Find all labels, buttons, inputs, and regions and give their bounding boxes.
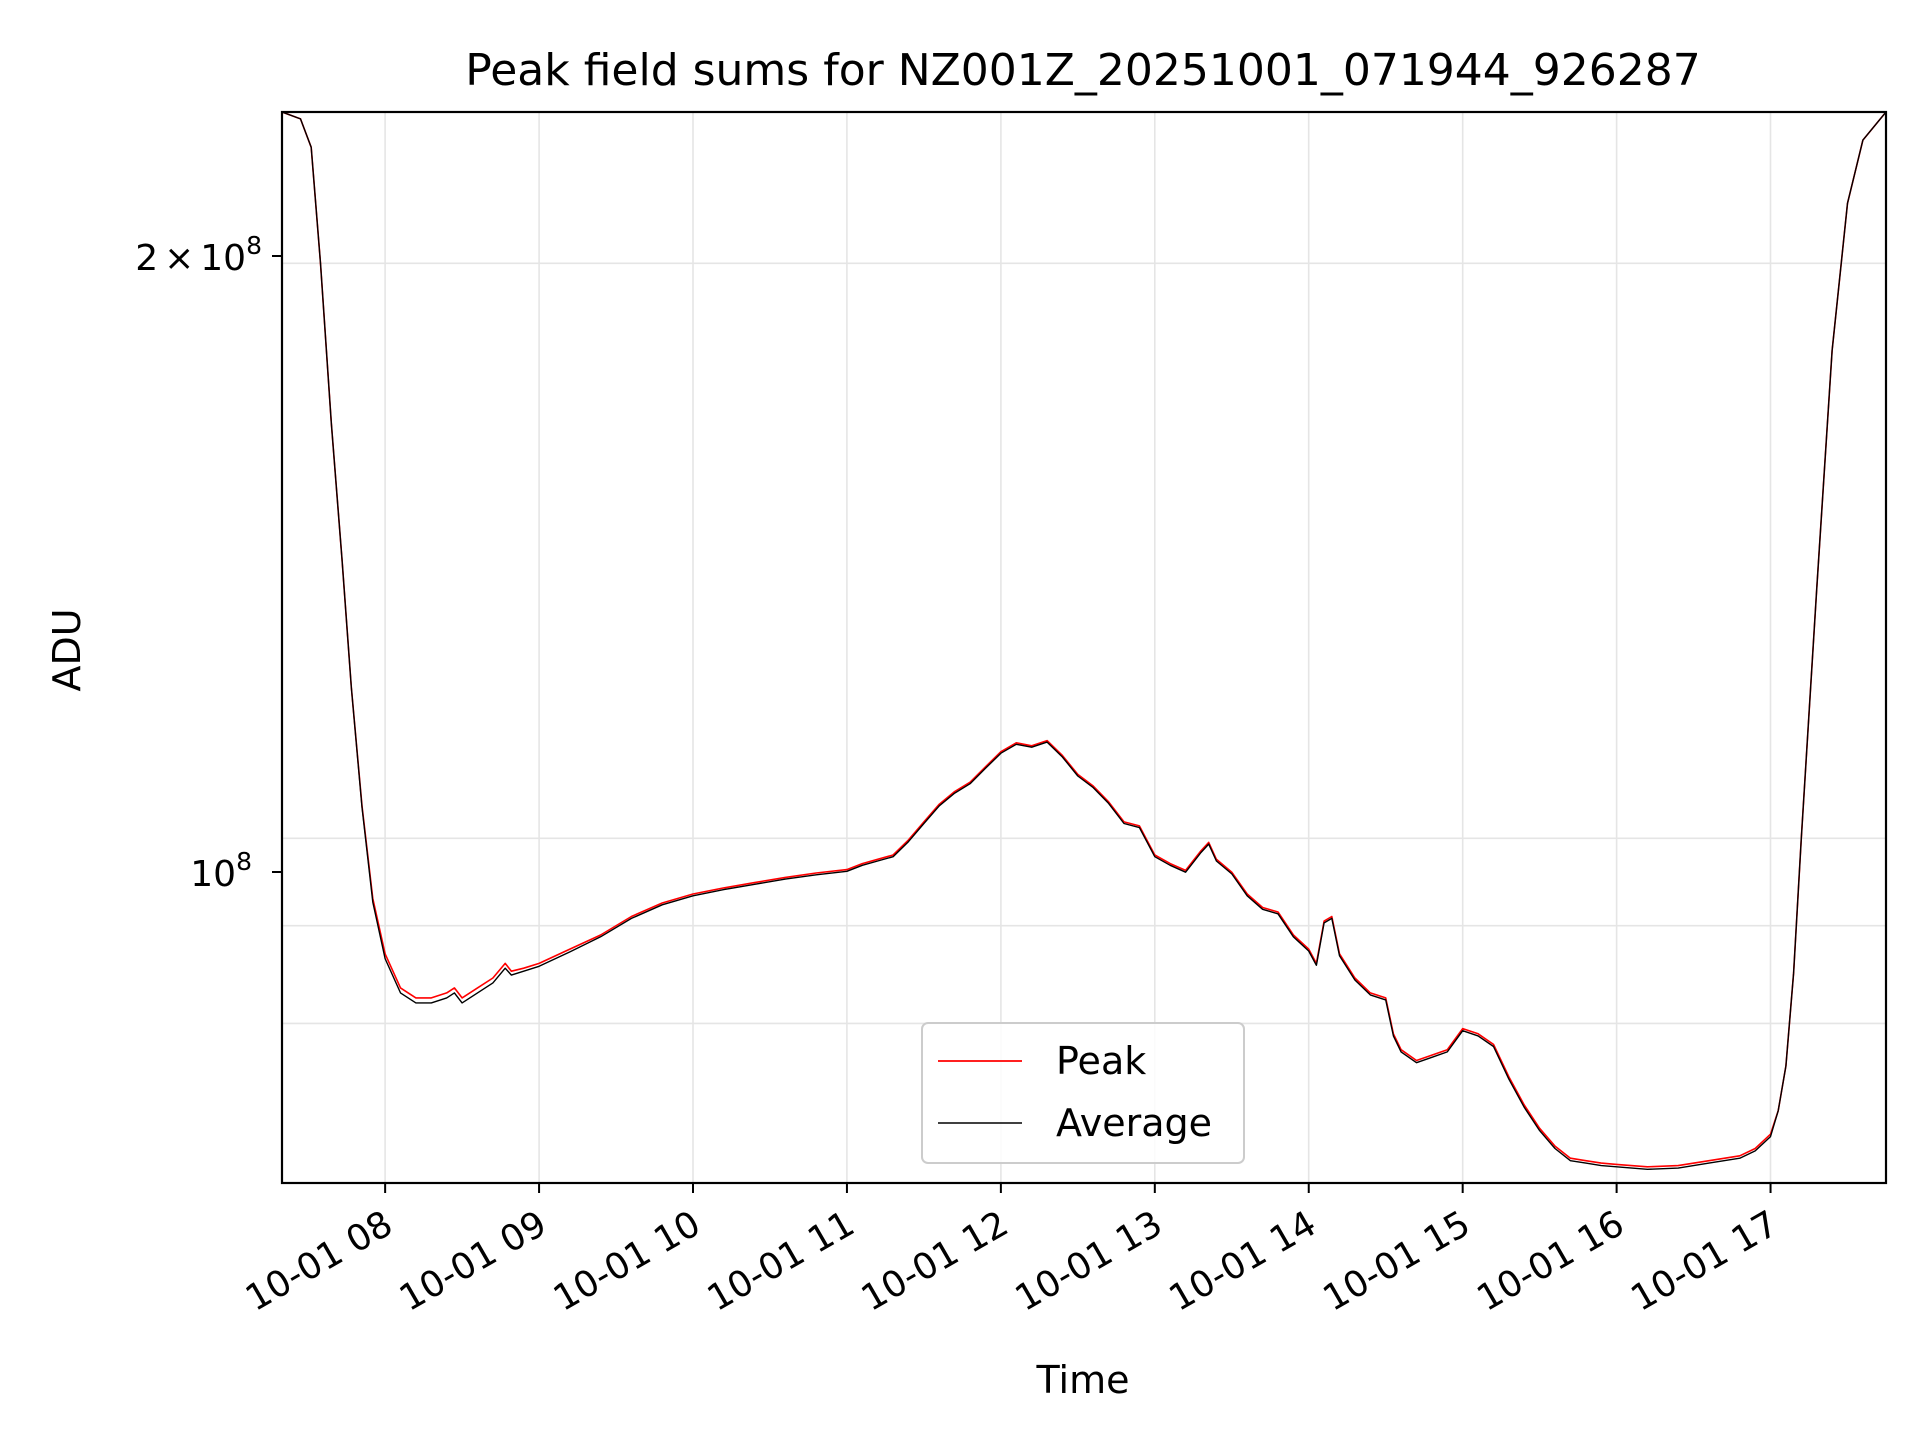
legend-label-peak: Peak: [1056, 1039, 1146, 1083]
grid: [282, 112, 1886, 1183]
legend-label-average: Average: [1056, 1101, 1212, 1145]
legend: Peak Average: [921, 1022, 1245, 1164]
series-line-average: [282, 112, 1886, 1171]
x-axis-label: Time: [1036, 1358, 1130, 1402]
chart-title: Peak field sums for NZ001Z_20251001_0719…: [465, 45, 1701, 96]
legend-box: [921, 1022, 1245, 1164]
series-layer: [282, 112, 1886, 1171]
y-tick-label: 108: [190, 847, 252, 895]
series-line-peak: [282, 112, 1886, 1168]
plot-frame: [280, 110, 1888, 1185]
y-axis-ticks: 2 × 108 108: [135, 231, 282, 895]
y-tick-label: 2 × 108: [135, 231, 262, 279]
y-axis-label: ADU: [45, 608, 89, 691]
